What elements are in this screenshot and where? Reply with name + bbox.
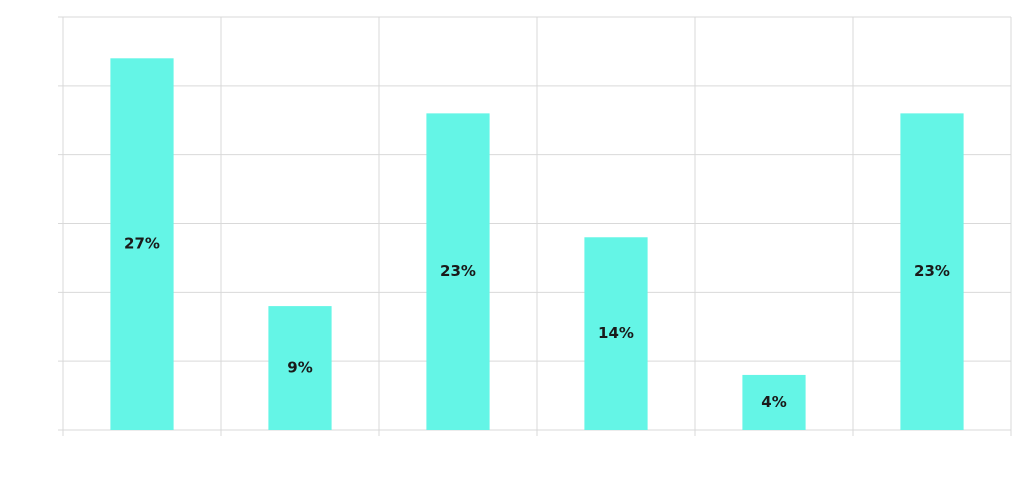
value-label: 14%	[598, 324, 634, 342]
value-label: 27%	[124, 235, 160, 253]
bar	[900, 113, 964, 430]
value-label: 4%	[761, 393, 786, 411]
value-label: 9%	[287, 359, 312, 377]
bar	[426, 113, 490, 430]
bar	[584, 237, 648, 430]
value-label: 23%	[914, 262, 950, 280]
bar	[742, 374, 806, 430]
bar	[268, 306, 332, 430]
value-label: 23%	[440, 262, 476, 280]
bar	[110, 58, 174, 431]
